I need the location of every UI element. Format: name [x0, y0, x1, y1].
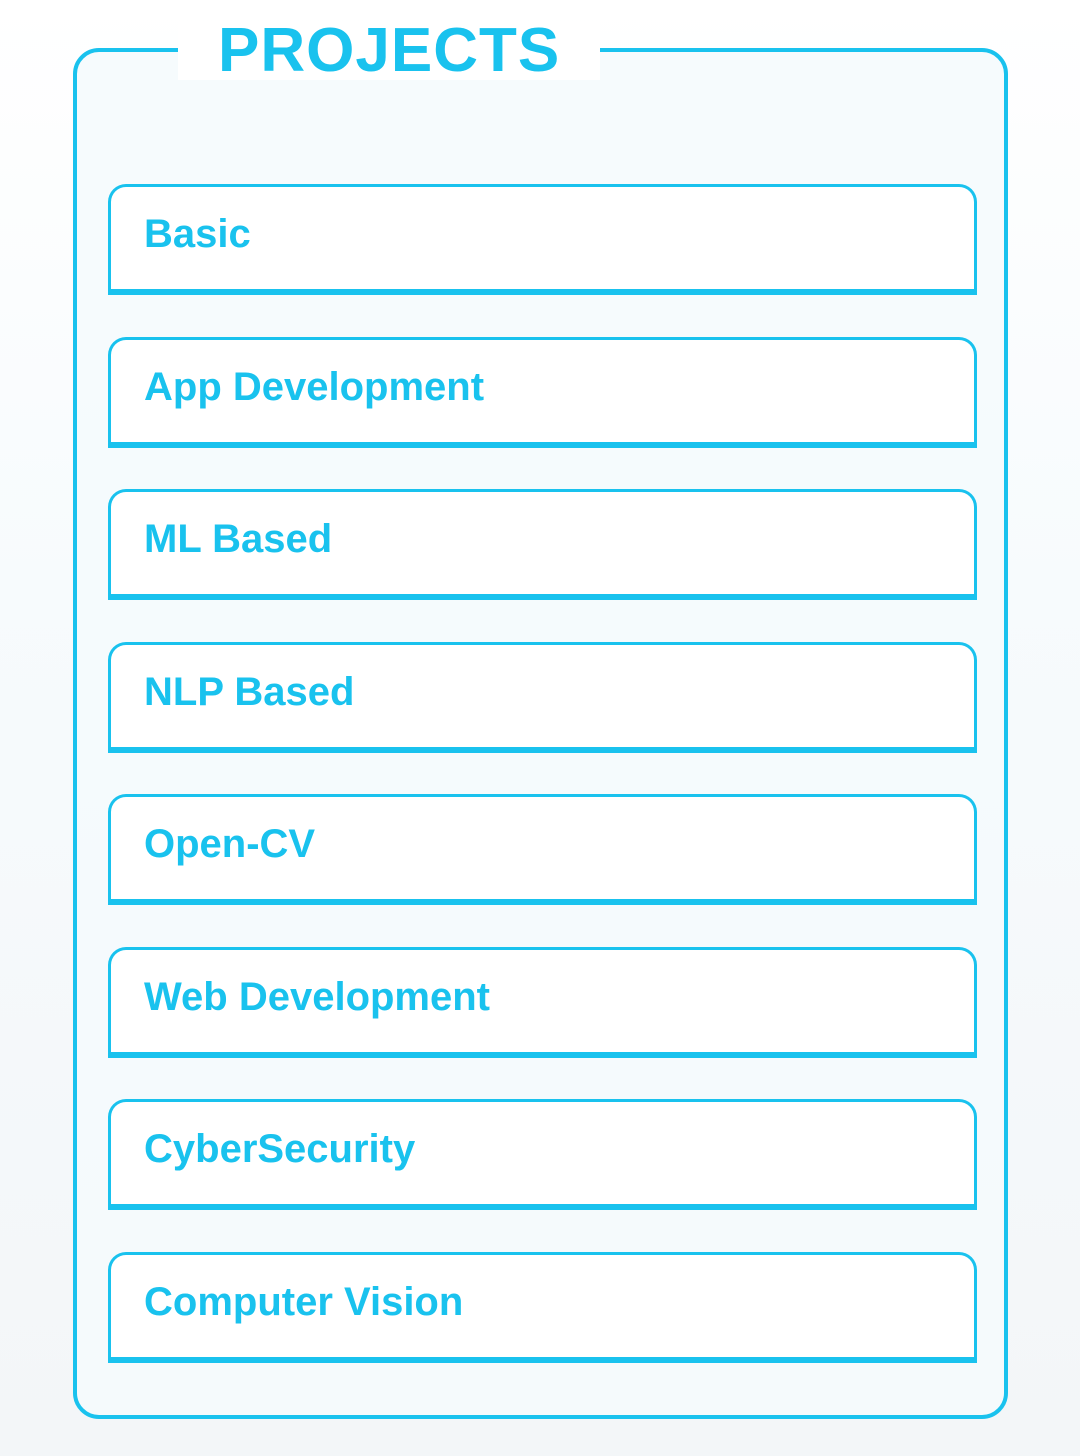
- panel-title: PROJECTS: [178, 20, 601, 82]
- project-label: Basic: [144, 212, 251, 256]
- project-item-computer-vision[interactable]: Computer Vision: [108, 1251, 977, 1363]
- project-label: CyberSecurity: [144, 1127, 416, 1171]
- project-item-open-cv[interactable]: Open-CV: [108, 794, 977, 905]
- project-item-app-development[interactable]: App Development: [108, 336, 977, 448]
- project-label: ML Based: [144, 517, 333, 561]
- project-item-nlp-based[interactable]: NLP Based: [108, 641, 977, 753]
- project-label: App Development: [144, 364, 485, 409]
- project-label: NLP Based: [144, 669, 355, 714]
- project-item-cybersecurity[interactable]: CyberSecurity: [108, 1099, 977, 1210]
- project-label: Open-CV: [144, 822, 316, 866]
- project-item-ml-based[interactable]: ML Based: [108, 489, 977, 600]
- project-item-web-development[interactable]: Web Development: [108, 946, 977, 1058]
- project-label: Web Development: [144, 974, 490, 1019]
- project-label: Computer Vision: [144, 1279, 464, 1324]
- project-list: Basic App Development ML Based NLP Based…: [108, 184, 977, 1404]
- project-item-basic[interactable]: Basic: [108, 184, 977, 295]
